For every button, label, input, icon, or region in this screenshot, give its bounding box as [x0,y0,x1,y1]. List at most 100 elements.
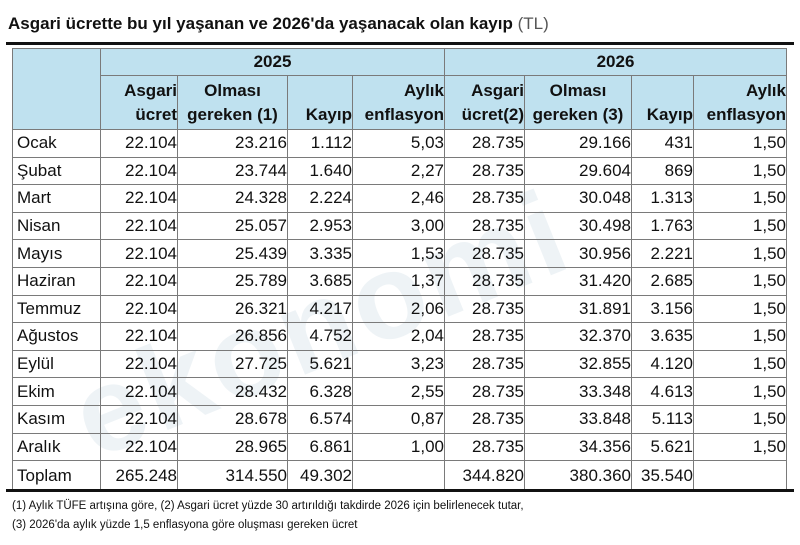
value-cell: 1.313 [631,184,694,213]
value-cell: 1,50 [693,432,787,462]
value-cell: 26.321 [177,294,288,324]
value-cell: 1,50 [693,211,787,241]
value-cell: 1,50 [693,349,787,379]
value-cell: 31.891 [524,294,632,324]
value-cell: 28.735 [444,129,525,158]
value-cell: 28.735 [444,294,525,324]
column-header-line1: Asgari [471,80,524,100]
column-header: Aylık enflasyon [693,75,787,130]
total-value: 49.302 [287,460,353,493]
value-cell: 3.156 [631,294,694,324]
value-cell: 0,87 [352,404,445,434]
value-cell: 22.104 [100,349,178,379]
table-row: Eylül 22.104 27.725 5.621 3,23 28.735 32.855 4.… [12,349,787,379]
total-value: 314.550 [177,460,288,493]
column-header-line1 [289,79,352,103]
value-cell: 22.104 [100,294,178,324]
value-cell: 33.348 [524,377,632,406]
value-cell: 32.855 [524,349,632,379]
value-cell: 28.735 [444,184,525,213]
column-header-line1 [633,79,693,103]
month-cell: Ağustos [12,322,101,351]
value-cell: 30.048 [524,184,632,213]
month-cell: Haziran [12,266,101,296]
year-header-row: 2025 2026 [12,48,787,130]
month-cell: Eylül [12,349,101,379]
value-cell: 22.104 [100,266,178,296]
column-header: Asgari ücret(2) [444,75,525,130]
column-header: Kayıp [287,75,353,130]
table-row: Haziran 22.104 25.789 3.685 1,37 28.735 31.420… [12,266,787,296]
value-cell: 2.685 [631,266,694,296]
table-body: Ocak 22.104 23.216 1.112 5,03 28.735 29.166 431… [12,129,787,493]
value-cell: 31.420 [524,266,632,296]
value-cell: 30.956 [524,239,632,268]
value-cell: 2.224 [287,184,353,213]
column-header-line1: Aylık [745,80,786,100]
month-cell: Şubat [12,156,101,186]
value-cell: 6.328 [287,377,353,406]
table-row: Temmuz 22.104 26.321 4.217 2,06 28.735 31.891 3… [12,294,787,324]
value-cell: 869 [631,156,694,186]
value-cell: 1,50 [693,294,787,324]
table-title: Asgari ücrette bu yıl yaşanan ve 2026'da… [8,10,549,38]
value-cell: 1,50 [693,239,787,268]
value-cell: 28.735 [444,377,525,406]
value-cell: 33.848 [524,404,632,434]
value-cell: 28.965 [177,432,288,462]
value-cell: 28.735 [444,349,525,379]
value-cell: 22.104 [100,239,178,268]
value-cell: 1.640 [287,156,353,186]
value-cell: 1,50 [693,184,787,213]
value-cell: 1,50 [693,322,787,351]
value-cell: 2,27 [352,156,445,186]
value-cell: 25.789 [177,266,288,296]
column-header-line1: Asgari [124,80,177,100]
value-cell: 1,00 [352,432,445,462]
bottom-rule [6,489,794,492]
table-row: Şubat 22.104 23.744 1.640 2,27 28.735 29.604 86… [12,156,787,186]
corner-cell [12,48,101,130]
value-cell: 22.104 [100,432,178,462]
total-value: 35.540 [631,460,694,493]
value-cell: 28.735 [444,266,525,296]
table-row: Aralık 22.104 28.965 6.861 1,00 28.735 34.356 5… [12,432,787,462]
year-2026-header: 2026 [444,48,787,76]
wage-loss-table: 2025 2026 Asgari ücret Olması gereken (1) K… [12,48,787,493]
table-row: Kasım 22.104 28.678 6.574 0,87 28.735 33.848 5.… [12,404,787,434]
table-row: Ekim 22.104 28.432 6.328 2,55 28.735 33.348 4.6… [12,377,787,406]
month-cell: Ekim [12,377,101,406]
column-header-row: Asgari ücret Olması gereken (1) Kayıp Aylık e… [13,75,787,130]
value-cell: 2,55 [352,377,445,406]
column-header-line2: enflasyon [706,104,786,124]
total-value: 265.248 [100,460,178,493]
column-header: Olması gereken (1) [177,75,288,130]
value-cell: 25.439 [177,239,288,268]
value-cell: 1.112 [287,129,353,158]
value-cell: 22.104 [100,377,178,406]
footnote-line: (3) 2026'da aylık yüzde 1,5 enflasyona g… [12,519,358,531]
value-cell: 1,53 [352,239,445,268]
total-label: Toplam [12,460,101,493]
value-cell: 22.104 [100,404,178,434]
value-cell: 30.498 [524,211,632,241]
value-cell: 4.120 [631,349,694,379]
footnote-line: (1) Aylık TÜFE artışına göre, (2) Asgari… [12,500,524,512]
column-header-line2: gereken (3) [532,104,624,124]
value-cell: 28.735 [444,156,525,186]
value-cell: 3.335 [287,239,353,268]
year-2025-header: 2025 [100,48,445,76]
value-cell: 1,50 [693,156,787,186]
column-header-line1: Olması [549,80,607,100]
month-cell: Mayıs [12,239,101,268]
month-cell: Nisan [12,211,101,241]
table-row: Mayıs 22.104 25.439 3.335 1,53 28.735 30.956 2.… [12,239,787,268]
value-cell: 5.621 [287,349,353,379]
column-header-line2: ücret [135,104,177,124]
value-cell: 28.735 [444,404,525,434]
value-cell: 4.613 [631,377,694,406]
column-header: Asgari ücret [100,75,178,130]
value-cell: 29.166 [524,129,632,158]
value-cell: 28.735 [444,432,525,462]
month-cell: Ocak [12,129,101,158]
